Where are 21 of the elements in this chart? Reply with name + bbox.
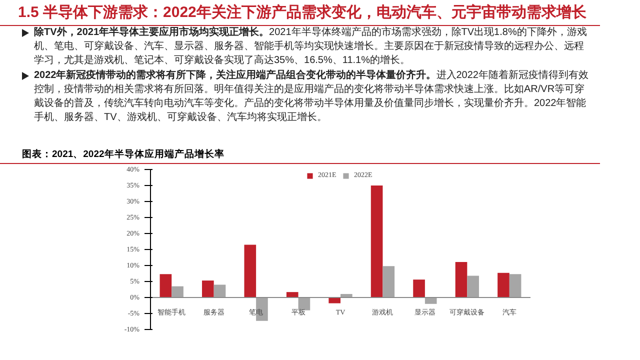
bar bbox=[370, 186, 383, 298]
bar bbox=[160, 274, 172, 298]
bar bbox=[382, 266, 395, 298]
bar bbox=[509, 274, 522, 298]
chart-title: 1.5 半导体下游需求：2022年关注下游产品需求变化，电动汽车、元宇宙带动需求增长 bbox=[0, 0, 600, 26]
bar bbox=[256, 298, 268, 321]
chart-subtitle: 图表：2021、2022年半导体应用端产品增长率 bbox=[0, 148, 600, 164]
text: 2022年新冠疫情带动的需求将有所下降，关注应用端产品组合变化带动的半导体量价齐升。进入2022年随着新冠疫情得到有效控制，疫情带动的相关需求将有所回落。明年值得关注的是应用端产品的变化将带动半导体需求快速上涨。比如AR/VR等可穿戴设备的普及，传统汽车转向电动汽车等变化。产品的变化将带动半导体用量及价值量同步增长，实现量价齐升。2022年智能手机、服务器、TV、游戏机、可穿戴设备、汽车均将实现正增长。 bbox=[33, 69, 590, 125]
bar bbox=[498, 272, 510, 298]
bar bbox=[286, 292, 298, 298]
bar bbox=[214, 284, 226, 298]
bar bbox=[244, 244, 256, 298]
bar bbox=[455, 262, 468, 298]
bar bbox=[413, 280, 425, 298]
bar bbox=[467, 276, 479, 298]
bar bbox=[202, 280, 214, 298]
bar bbox=[298, 298, 310, 310]
text: 除TV外，2021年半导体主要应用市场均实现正增长。2021年半导体终端产品的市场需求强劲，除TV出现1.8%的下降外，游戏机、笔电、可穿戴设备、汽车、显示器、服务器、智能手机等均实现快速增长。主要原因在于新冠疫情导致的远程办公、远程学习，尤其是游戏机、笔记本、可穿戴设备实现了高达35%、16.5%、11.1%的增长。 bbox=[33, 26, 588, 68]
bar bbox=[172, 286, 184, 298]
bar bbox=[424, 298, 437, 304]
bar bbox=[328, 298, 340, 304]
